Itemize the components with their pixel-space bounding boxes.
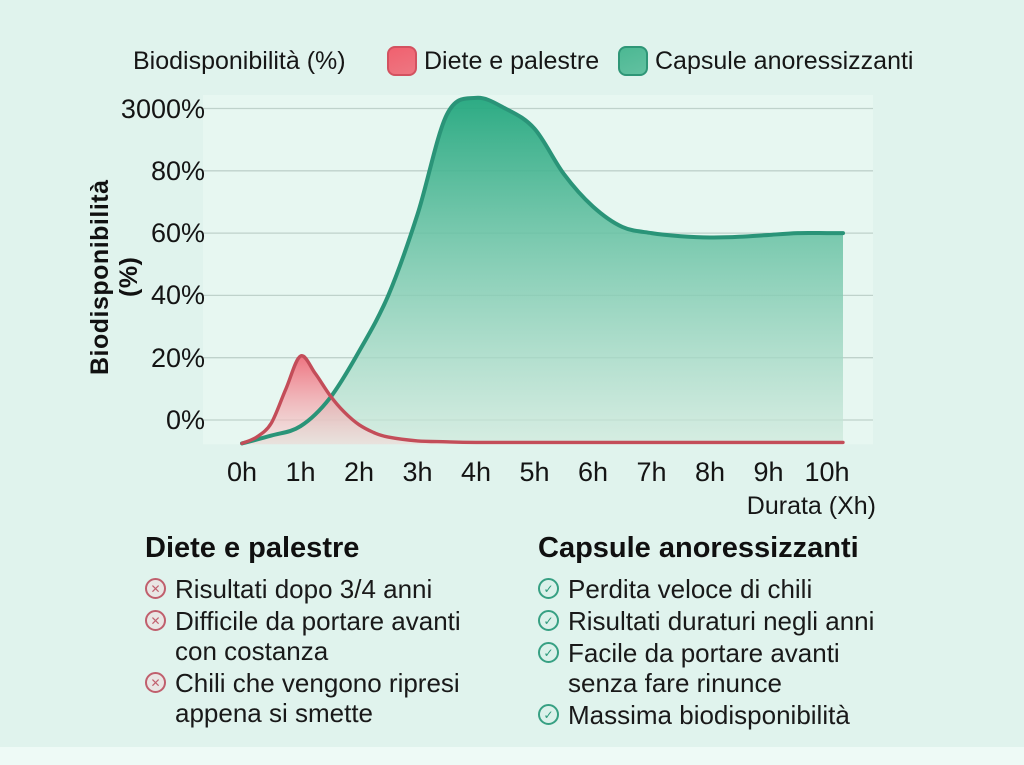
y-tick-label: 3000% bbox=[120, 93, 205, 124]
x-axis-label: Durata (Xh) bbox=[746, 492, 876, 520]
list-item-text: Massima biodisponibilità bbox=[568, 700, 850, 730]
list-item-text: Perdita veloce di chili bbox=[568, 574, 813, 604]
y-tick-label: 40% bbox=[150, 280, 205, 311]
list-item: ✕ Risultati dopo 3/4 anni bbox=[145, 574, 545, 604]
list-item: ✓ Massima biodisponibilità bbox=[538, 700, 938, 730]
bottom-strip bbox=[0, 747, 1024, 765]
green-series-area bbox=[242, 97, 843, 445]
cross-circle-icon: ✕ bbox=[145, 578, 166, 599]
plot-area bbox=[203, 95, 873, 445]
cons-heading: Diete e palestre bbox=[145, 532, 360, 564]
x-tick-label: 8h bbox=[694, 457, 726, 487]
list-item: ✓ Risultati duraturi negli anni bbox=[538, 606, 938, 636]
list-item-text: Risultati duraturi negli anni bbox=[568, 606, 875, 636]
x-tick-label: 9h bbox=[753, 457, 784, 487]
x-tick-label: 3h bbox=[402, 457, 433, 487]
check-circle-icon: ✓ bbox=[538, 610, 559, 631]
list-item: ✓ Facile da portare avanti senza fare rinu… bbox=[538, 638, 938, 698]
cross-circle-icon: ✕ bbox=[145, 610, 166, 631]
legend-swatch-green bbox=[618, 46, 648, 76]
pros-heading: Capsule anoressizzanti bbox=[538, 532, 859, 564]
pros-section: Capsule anoressizzanti ✓ Perdita veloce d… bbox=[538, 531, 938, 732]
check-circle-icon: ✓ bbox=[538, 642, 559, 663]
legend-label-green: Capsule anoressizzanti bbox=[655, 47, 914, 75]
pros-list: ✓ Perdita veloce di chili ✓ Risultati durat… bbox=[538, 574, 938, 730]
green-series-line bbox=[240, 95, 845, 446]
cross-circle-icon: ✕ bbox=[145, 672, 166, 693]
red-series-area bbox=[242, 355, 843, 445]
y-tick-label: 80% bbox=[150, 155, 205, 186]
check-circle-icon: ✓ bbox=[538, 578, 559, 599]
chart-title: Biodisponibilità (%) bbox=[133, 47, 346, 75]
list-item-text: Risultati dopo 3/4 anni bbox=[175, 574, 433, 604]
list-item-text: Chili che vengono ripresi appena si smett… bbox=[175, 668, 460, 728]
y-tick-label: 20% bbox=[150, 342, 205, 373]
legend-swatch-red bbox=[387, 46, 417, 76]
x-tick-label: 5h bbox=[519, 457, 550, 487]
y-tick-label: 0% bbox=[165, 405, 205, 435]
cons-list: ✕ Risultati dopo 3/4 anni ✕ Difficile da po… bbox=[145, 574, 545, 728]
x-tick-label: 10h bbox=[804, 457, 850, 487]
y-tick-label: 60% bbox=[150, 218, 205, 249]
x-tick-label: 7h bbox=[636, 457, 667, 487]
x-tick-label: 1h bbox=[285, 457, 316, 487]
x-tick-label: 2h bbox=[343, 457, 375, 487]
x-tick-label: 0h bbox=[226, 457, 258, 487]
check-circle-icon: ✓ bbox=[538, 704, 559, 725]
list-item-text: Difficile da portare avanti con costanza bbox=[175, 606, 461, 666]
cons-section: Diete e palestre ✕ Risultati dopo 3/4 ann… bbox=[145, 531, 545, 730]
list-item: ✕ Difficile da portare avanti con costanza bbox=[145, 606, 545, 666]
list-item: ✓ Perdita veloce di chili bbox=[538, 574, 938, 604]
x-tick-label: 4h bbox=[460, 457, 492, 487]
list-item-text: Facile da portare avanti senza fare rinun… bbox=[568, 638, 840, 698]
x-tick-label: 6h bbox=[577, 457, 609, 487]
list-item: ✕ Chili che vengono ripresi appena si smet… bbox=[145, 668, 545, 728]
red-series-line bbox=[240, 354, 845, 446]
legend-label-red: Diete e palestre bbox=[424, 47, 600, 75]
